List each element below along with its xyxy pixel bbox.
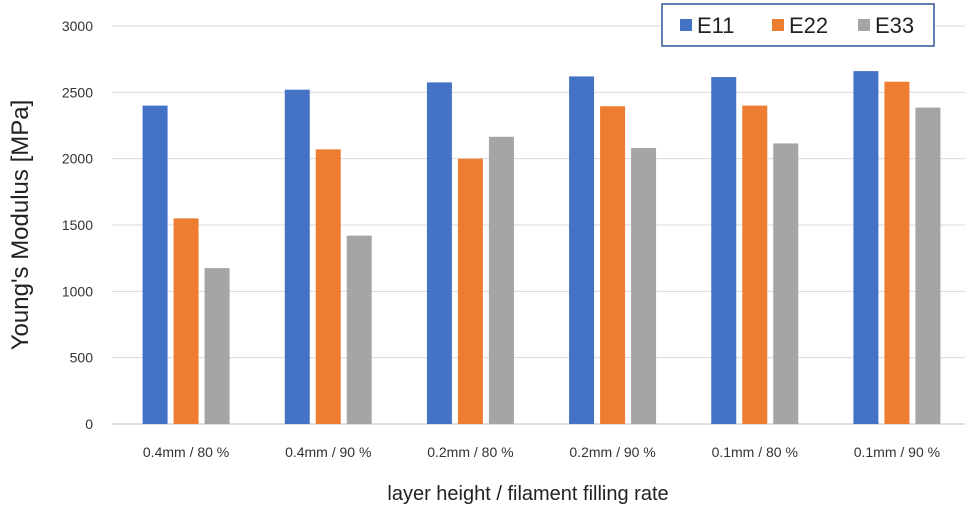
legend-swatch-e22 bbox=[772, 19, 784, 31]
legend-label-e22: E22 bbox=[789, 13, 828, 38]
x-tick-label: 0.1mm / 90 % bbox=[854, 444, 940, 460]
y-axis-tick-labels: 0 500 1000 1500 2000 2500 3000 bbox=[62, 18, 93, 432]
legend-label-e11: E11 bbox=[697, 13, 735, 38]
y-tick-label: 2500 bbox=[62, 84, 93, 100]
x-axis-tick-labels: 0.4mm / 80 % 0.4mm / 90 % 0.2mm / 80 % 0.2m… bbox=[143, 444, 940, 460]
bar-e22 bbox=[315, 149, 341, 424]
bar-e11 bbox=[569, 76, 595, 424]
bar-e33 bbox=[773, 143, 799, 424]
y-tick-label: 2000 bbox=[62, 151, 93, 167]
bar-e22 bbox=[173, 218, 199, 424]
bar-e11 bbox=[853, 71, 879, 425]
bar-e33 bbox=[346, 235, 372, 424]
y-tick-label: 3000 bbox=[62, 18, 93, 34]
x-tick-label: 0.1mm / 80 % bbox=[712, 444, 798, 460]
y-tick-label: 500 bbox=[70, 350, 94, 366]
x-tick-label: 0.4mm / 80 % bbox=[143, 444, 229, 460]
bar-e11 bbox=[284, 89, 310, 425]
bar-e11 bbox=[426, 82, 452, 424]
bar-e33 bbox=[204, 268, 230, 424]
x-axis-title: layer height / filament filling rate bbox=[387, 483, 668, 505]
bar-e33 bbox=[488, 136, 514, 424]
legend-frame bbox=[661, 3, 935, 47]
bar-e11 bbox=[711, 77, 737, 425]
y-tick-label: 1500 bbox=[62, 217, 93, 233]
legend-swatch-e33 bbox=[858, 19, 870, 31]
bars bbox=[142, 71, 941, 425]
bar-e22 bbox=[742, 105, 768, 424]
legend: E11 E22 E33 bbox=[661, 3, 935, 47]
bar-e22 bbox=[457, 158, 483, 424]
x-tick-label: 0.2mm / 90 % bbox=[569, 444, 655, 460]
legend-label-e33: E33 bbox=[875, 13, 914, 38]
y-tick-label: 0 bbox=[85, 416, 93, 432]
bar-e11 bbox=[142, 105, 168, 424]
bar-e33 bbox=[631, 148, 657, 424]
x-tick-label: 0.2mm / 80 % bbox=[427, 444, 513, 460]
x-tick-label: 0.4mm / 90 % bbox=[285, 444, 371, 460]
gridlines bbox=[112, 25, 965, 425]
bar-e22 bbox=[600, 106, 626, 424]
y-axis-title: Young's Modulus [MPa] bbox=[7, 100, 34, 351]
legend-swatch-e11 bbox=[680, 19, 692, 31]
bar-e22 bbox=[884, 81, 910, 424]
y-tick-label: 1000 bbox=[62, 283, 93, 299]
bar-e33 bbox=[915, 107, 941, 424]
